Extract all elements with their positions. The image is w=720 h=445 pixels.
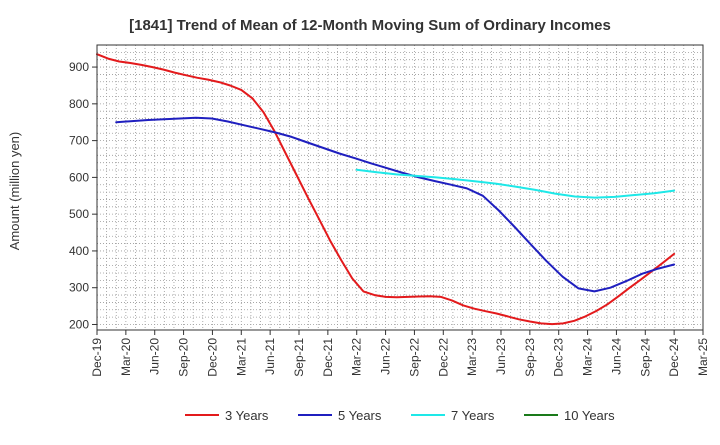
plot-frame [96,44,704,331]
y-tick-label: 900 [69,60,89,74]
series-line-7-years [355,168,676,199]
y-tick-label: 500 [69,207,89,221]
x-tick-label: Mar-22 [350,338,364,376]
axes: 200 300 400 500 600 700 800 900 Dec-19 Mar-20 Jun-… [69,44,710,377]
series-line-3-years [96,53,676,326]
x-tick-label: Sep-24 [638,338,652,377]
x-tick-label: Dec-24 [667,338,681,377]
grid [97,45,703,330]
x-tick-label: Mar-20 [119,338,133,376]
y-tick-label: 600 [69,170,89,184]
x-tick-label: Dec-22 [436,338,450,377]
x-tick-label: Sep-20 [177,338,191,377]
x-tick-label: Jun-23 [494,338,508,375]
x-tick-label: Sep-22 [407,338,421,377]
legend-label: 10 Years [564,408,615,423]
legend-label: 3 Years [225,408,269,423]
x-tick-label: Mar-21 [234,338,248,376]
chart-title: [1841] Trend of Mean of 12-Month Moving … [129,17,611,34]
x-tick-label: Sep-23 [523,338,537,377]
x-tick-label: Sep-21 [292,338,306,377]
x-tick-label: Jun-21 [263,338,277,375]
y-tick-label: 400 [69,244,89,258]
series-line-5-years [115,116,676,293]
x-tick-label: Jun-22 [379,338,393,375]
y-tick-label: 800 [69,97,89,111]
y-tick-label: 300 [69,281,89,295]
x-tick-label: Dec-19 [90,338,104,377]
x-tick-label: Mar-25 [696,338,710,376]
legend: 3 Years 5 Years 7 Years 10 Years [185,408,615,423]
x-tick-label: Dec-23 [552,338,566,377]
x-tick-label: Dec-20 [205,338,219,377]
y-axis-label: Amount (million yen) [7,132,22,251]
legend-label: 7 Years [451,408,495,423]
plot-area [96,53,676,326]
y-tick-label: 700 [69,134,89,148]
x-tick-label: Mar-23 [465,338,479,376]
plot-background [97,45,703,330]
x-tick-label: Mar-24 [581,338,595,376]
x-tick-label: Dec-21 [321,338,335,377]
x-tick-label: Jun-20 [148,338,162,375]
legend-label: 5 Years [338,408,382,423]
x-tick-label: Jun-24 [609,338,623,375]
y-tick-label: 200 [69,317,89,331]
